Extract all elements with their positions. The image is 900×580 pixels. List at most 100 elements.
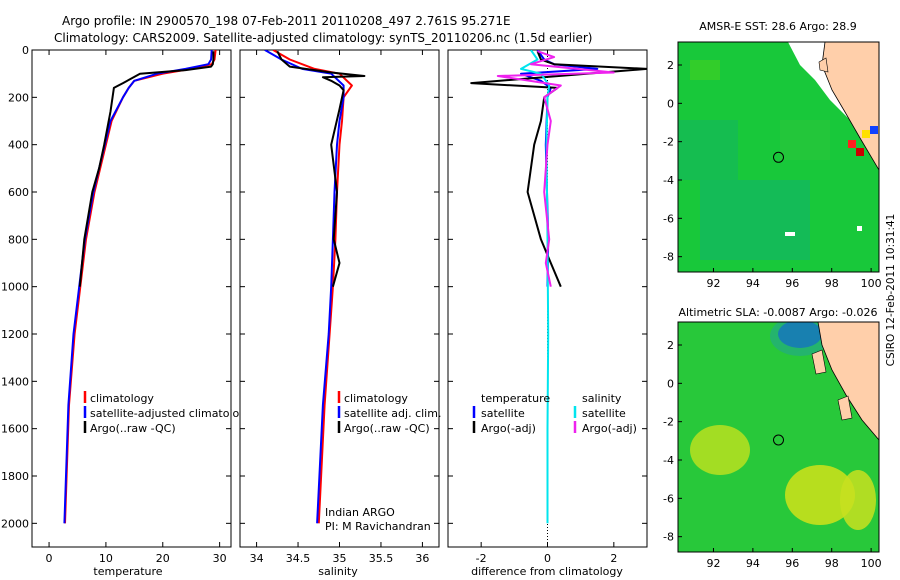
- legend-label-satellite: satellite-adjusted climatology: [90, 407, 253, 420]
- figure-title-line1: Argo profile: IN 2900570_198 07-Feb-2011…: [62, 14, 511, 28]
- salinity-legend: climatology satellite adj. clim. Argo(..…: [337, 391, 441, 435]
- sst-island: [818, 57, 829, 73]
- sst-argo-position-marker: [773, 151, 784, 163]
- temperature-lines: [63, 50, 217, 524]
- sla-low-anomaly-ring: [770, 322, 830, 356]
- legend-label-temp-satellite: satellite: [481, 407, 525, 420]
- sst-map-field: [678, 42, 879, 272]
- y-tick-label: 1400: [1, 375, 29, 388]
- map-y-tick-label: 0: [667, 97, 674, 110]
- y-tick-label: 1000: [1, 281, 29, 294]
- sst-coastal-cool-cell: [870, 126, 878, 134]
- temperature-ticks: 0 10 20 30 0 200 400 600 800 1000 1200 1400 1600 1800…: [1, 44, 231, 565]
- salinity-xlabel: salinity: [318, 565, 358, 578]
- map-y-tick-label: 0: [667, 377, 674, 390]
- sst-map-frame: [677, 41, 880, 273]
- legend-label-sal-argo: Argo(-adj): [582, 422, 637, 435]
- annotation-pi-name: PI: M Ravichandran: [325, 520, 431, 533]
- legend-label-argo: Argo(..raw -QC): [344, 422, 430, 435]
- sst-coastal-warm-cell-1: [848, 140, 856, 148]
- x-tick-label: 2: [610, 552, 617, 565]
- side-label: CSIRO 12-Feb-2011 10:31:41: [885, 214, 897, 367]
- legend-label-temp-argo: Argo(-adj): [481, 422, 536, 435]
- temperature-axes-box: [31, 49, 232, 548]
- figure-title-line2: Climatology: CARS2009. Satellite-adjuste…: [54, 31, 592, 45]
- sla-island-2: [837, 395, 853, 421]
- sla-map-field: [678, 322, 879, 552]
- map-x-tick-label: 98: [825, 557, 839, 570]
- sla-argo-position-marker: [773, 434, 784, 446]
- map-x-tick-label: 94: [746, 557, 760, 570]
- sla-high-anomaly-2: [785, 465, 855, 525]
- map-y-tick-label: -4: [663, 174, 674, 187]
- series-line-2-2: [520, 50, 551, 524]
- sla-map-panel: Altimetric SLA: -0.0087 Argo: -0.026 92 9…: [663, 306, 882, 570]
- y-tick-label: 1200: [1, 328, 29, 341]
- map-x-tick-label: 94: [746, 277, 760, 290]
- x-tick-label: 30: [213, 552, 227, 565]
- legend-label-climatology: climatology: [90, 392, 154, 405]
- sst-map-ticks: 92 94 96 98 100 2 0 -2 -4 -6 -8: [663, 59, 882, 290]
- x-tick-label: 36: [415, 552, 429, 565]
- series-line-1-0: [272, 50, 353, 524]
- legend-label-sal-satellite: satellite: [582, 407, 626, 420]
- difference-lines: [470, 50, 647, 524]
- map-x-tick-label: 98: [825, 277, 839, 290]
- temperature-panel: 0 10 20 30 0 200 400 600 800 1000 1200 1400 1600 1800…: [1, 44, 253, 578]
- y-tick-label: 1600: [1, 423, 29, 436]
- legend-label-argo: Argo(..raw -QC): [90, 422, 176, 435]
- annotation-indian-argo: Indian ARGO: [325, 506, 395, 519]
- x-tick-label: 0: [544, 552, 551, 565]
- map-y-tick-label: -6: [663, 212, 674, 225]
- map-y-tick-label: -8: [663, 251, 674, 264]
- sst-missing-cell-1: [785, 232, 795, 236]
- sla-high-anomaly-1: [690, 425, 750, 475]
- sla-island-1: [811, 349, 827, 375]
- legend-header-temperature: temperature: [481, 392, 550, 405]
- sst-patch-cool-west: [678, 120, 738, 180]
- x-tick-label: 0: [46, 552, 53, 565]
- legend-label-satellite: satellite adj. clim.: [344, 407, 441, 420]
- sst-patch-warm-2: [780, 120, 830, 160]
- map-x-tick-label: 100: [861, 277, 882, 290]
- x-tick-label: 34.5: [286, 552, 311, 565]
- temperature-legend: climatology satellite-adjusted climatolo…: [83, 391, 253, 435]
- sst-coastal-warm-cell-3: [862, 130, 870, 138]
- salinity-ticks: 34 34.5 35 35.5 36: [240, 49, 439, 565]
- sla-map-ticks: 92 94 96 98 100 2 0 -2 -4 -6 -8: [663, 339, 882, 570]
- x-tick-label: 35: [333, 552, 347, 565]
- x-tick-label: -2: [476, 552, 487, 565]
- sst-map-title: AMSR-E SST: 28.6 Argo: 28.9: [699, 20, 857, 33]
- x-tick-label: 35.5: [369, 552, 394, 565]
- map-y-tick-label: 2: [667, 339, 674, 352]
- x-tick-label: 20: [156, 552, 170, 565]
- series-line-0-2: [78, 51, 215, 287]
- salinity-panel: 34 34.5 35 35.5 36 salinity climatology sate…: [239, 49, 441, 578]
- map-y-tick-label: -8: [663, 531, 674, 544]
- map-y-tick-label: -6: [663, 492, 674, 505]
- map-y-tick-label: 2: [667, 59, 674, 72]
- map-x-tick-label: 96: [785, 277, 799, 290]
- sla-high-anomaly-3: [840, 470, 876, 530]
- map-y-tick-label: -2: [663, 416, 674, 429]
- sla-map-title: Altimetric SLA: -0.0087 Argo: -0.026: [679, 306, 878, 319]
- map-x-tick-label: 96: [785, 557, 799, 570]
- difference-xlabel: difference from climatology: [471, 565, 623, 578]
- temperature-xlabel: temperature: [93, 565, 162, 578]
- difference-ticks: -2 0 2: [448, 49, 647, 565]
- y-tick-label: 200: [8, 91, 29, 104]
- series-line-1-2: [276, 50, 366, 287]
- y-tick-label: 0: [22, 44, 29, 57]
- map-x-tick-label: 92: [706, 557, 720, 570]
- y-tick-label: 800: [8, 233, 29, 246]
- legend-header-salinity: salinity: [582, 392, 622, 405]
- series-line-2-3: [496, 50, 615, 287]
- difference-panel: -2 0 2 difference from climatology tempera…: [447, 49, 648, 578]
- difference-legend: temperature salinity satellite Argo(-adj…: [472, 392, 637, 435]
- map-x-tick-label: 92: [706, 277, 720, 290]
- y-tick-label: 600: [8, 186, 29, 199]
- sst-missing-cell-2: [857, 226, 862, 231]
- x-tick-label: 34: [250, 552, 264, 565]
- y-tick-label: 2000: [1, 517, 29, 530]
